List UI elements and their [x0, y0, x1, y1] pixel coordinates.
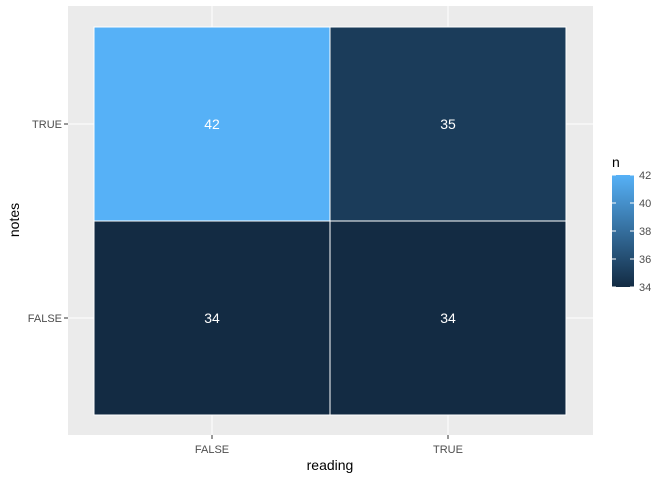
y-tick-label: FALSE — [28, 313, 62, 325]
legend-title: n — [612, 154, 620, 170]
heatmap-cell — [329, 26, 567, 222]
legend-colorbar — [612, 175, 634, 287]
legend-tick-label: 38 — [639, 226, 651, 238]
x-axis-ticks: FALSE TRUE — [195, 435, 463, 456]
cell-value-label: 34 — [204, 310, 220, 326]
cell-value-label: 34 — [440, 310, 456, 326]
color-legend: n 34 36 38 40 42 — [612, 154, 651, 294]
heatmap-cell — [329, 220, 567, 416]
heatmap-cells — [93, 26, 567, 416]
legend-tick-label: 36 — [639, 254, 651, 266]
legend-tick-label: 40 — [639, 198, 651, 210]
x-tick-label: FALSE — [195, 444, 229, 456]
legend-ticks: 34 36 38 40 42 — [612, 170, 651, 294]
y-axis-ticks: FALSE TRUE — [28, 119, 68, 325]
legend-tick-label: 34 — [639, 282, 651, 294]
y-axis-title: notes — [6, 203, 22, 237]
heatmap-cell — [93, 220, 331, 416]
x-axis-title: reading — [307, 457, 354, 473]
x-tick-label: TRUE — [433, 444, 463, 456]
y-tick-label: TRUE — [32, 119, 62, 131]
cell-value-label: 35 — [440, 116, 456, 132]
cell-value-label: 42 — [204, 116, 220, 132]
legend-tick-label: 42 — [639, 170, 651, 182]
cell-value-labels: 42 35 34 34 — [204, 116, 456, 326]
